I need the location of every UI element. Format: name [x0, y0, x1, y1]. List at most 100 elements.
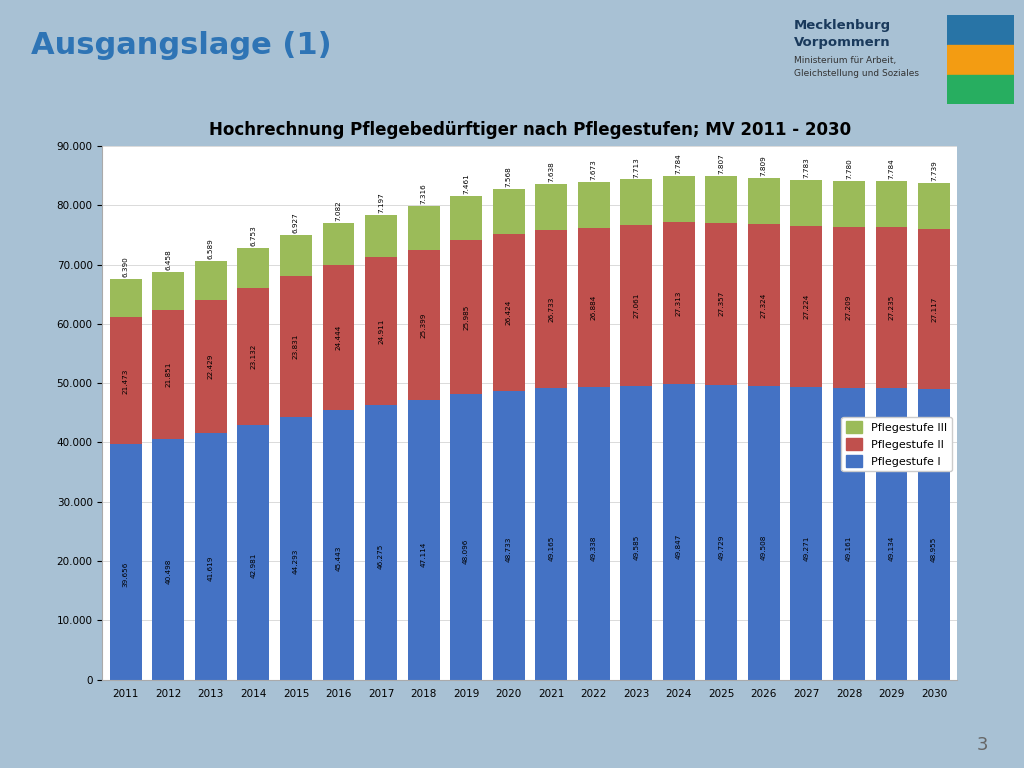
Bar [195, 300, 227, 433]
Text: 47.114: 47.114 [421, 541, 427, 567]
Bar [110, 317, 141, 445]
Text: 7.784: 7.784 [889, 158, 895, 179]
Title: Hochrechnung Pflegebedürftiger nach Pflegestufen; MV 2011 - 2030: Hochrechnung Pflegebedürftiger nach Pfle… [209, 121, 851, 139]
Text: 27.235: 27.235 [889, 295, 895, 320]
Text: 7.713: 7.713 [633, 157, 639, 177]
Legend: Pflegestufe III, Pflegestufe II, Pflegestufe I: Pflegestufe III, Pflegestufe II, Pfleges… [842, 417, 952, 472]
Bar [493, 234, 524, 391]
Text: 49.338: 49.338 [591, 535, 597, 561]
Bar [408, 400, 439, 680]
Bar [791, 226, 822, 388]
Text: 21.851: 21.851 [165, 362, 171, 387]
Bar [323, 410, 354, 680]
Text: 40.498: 40.498 [165, 559, 171, 584]
Bar [706, 176, 737, 223]
Text: 6.589: 6.589 [208, 238, 214, 259]
Bar [791, 388, 822, 680]
Bar [451, 395, 482, 680]
Bar [238, 287, 269, 425]
Text: 27.117: 27.117 [931, 296, 937, 322]
Bar [280, 234, 312, 276]
Text: 48.096: 48.096 [463, 538, 469, 564]
Bar [536, 388, 567, 680]
Text: 49.585: 49.585 [633, 535, 639, 560]
Bar [366, 215, 397, 257]
Bar [621, 180, 652, 225]
Bar [323, 223, 354, 265]
Text: 24.444: 24.444 [336, 325, 341, 350]
Text: Vorpommern: Vorpommern [794, 36, 890, 49]
Bar [110, 280, 141, 317]
Text: 42.981: 42.981 [251, 552, 256, 578]
Text: 7.780: 7.780 [846, 158, 852, 179]
Text: 7.739: 7.739 [931, 160, 937, 180]
Text: 24.911: 24.911 [378, 319, 384, 344]
Bar [621, 386, 652, 680]
Text: 25.985: 25.985 [463, 305, 469, 330]
Text: 44.293: 44.293 [293, 549, 299, 574]
Text: 45.443: 45.443 [336, 546, 341, 571]
Bar [366, 257, 397, 406]
Bar [748, 386, 780, 680]
Text: 7.783: 7.783 [804, 157, 809, 178]
Bar [833, 180, 865, 227]
Bar [876, 227, 907, 389]
Bar [536, 184, 567, 230]
Text: 21.473: 21.473 [123, 368, 129, 393]
Text: 27.061: 27.061 [633, 293, 639, 318]
Text: 22.429: 22.429 [208, 353, 214, 379]
Text: 49.134: 49.134 [889, 536, 895, 561]
Text: Mecklenburg: Mecklenburg [794, 19, 891, 32]
Bar [833, 388, 865, 680]
Bar [621, 225, 652, 386]
Text: 7.638: 7.638 [548, 162, 554, 183]
Text: 49.271: 49.271 [804, 535, 809, 561]
Text: 48.955: 48.955 [931, 536, 937, 561]
Bar [451, 240, 482, 395]
Text: 49.165: 49.165 [548, 536, 554, 561]
Text: 7.197: 7.197 [378, 192, 384, 213]
Text: 39.656: 39.656 [123, 561, 129, 587]
Text: 26.733: 26.733 [548, 296, 554, 322]
Bar [451, 196, 482, 240]
Bar [833, 227, 865, 388]
Bar [493, 391, 524, 680]
Text: 7.316: 7.316 [421, 184, 427, 204]
Text: 7.082: 7.082 [336, 200, 341, 221]
Bar [876, 180, 907, 227]
Bar [947, 45, 1014, 74]
Text: 7.809: 7.809 [761, 155, 767, 176]
Text: 26.884: 26.884 [591, 295, 597, 320]
Text: 6.390: 6.390 [123, 257, 129, 277]
Bar [366, 406, 397, 680]
Text: 46.275: 46.275 [378, 544, 384, 569]
Bar [663, 176, 694, 222]
Bar [706, 223, 737, 385]
Text: 26.424: 26.424 [506, 300, 512, 325]
Bar [238, 425, 269, 680]
Text: 27.224: 27.224 [804, 294, 809, 319]
Bar [536, 230, 567, 388]
Bar [153, 439, 184, 680]
Bar [493, 189, 524, 234]
Bar [919, 183, 950, 229]
Bar [706, 385, 737, 680]
Text: Ausgangslage (1): Ausgangslage (1) [31, 31, 332, 60]
Bar [280, 417, 312, 680]
Bar [947, 15, 1014, 45]
Bar [663, 222, 694, 384]
Bar [408, 250, 439, 400]
Text: Ministerium für Arbeit,: Ministerium für Arbeit, [794, 56, 896, 65]
Text: 49.847: 49.847 [676, 534, 682, 559]
Bar [408, 207, 439, 250]
Text: 41.619: 41.619 [208, 556, 214, 581]
Text: 27.324: 27.324 [761, 293, 767, 318]
Bar [919, 229, 950, 389]
Text: 49.729: 49.729 [719, 535, 724, 560]
Text: 49.161: 49.161 [846, 536, 852, 561]
Text: 6.753: 6.753 [251, 225, 256, 246]
Text: 23.132: 23.132 [251, 343, 256, 369]
Text: 27.357: 27.357 [719, 291, 724, 316]
Text: 23.831: 23.831 [293, 333, 299, 359]
Bar [323, 265, 354, 410]
